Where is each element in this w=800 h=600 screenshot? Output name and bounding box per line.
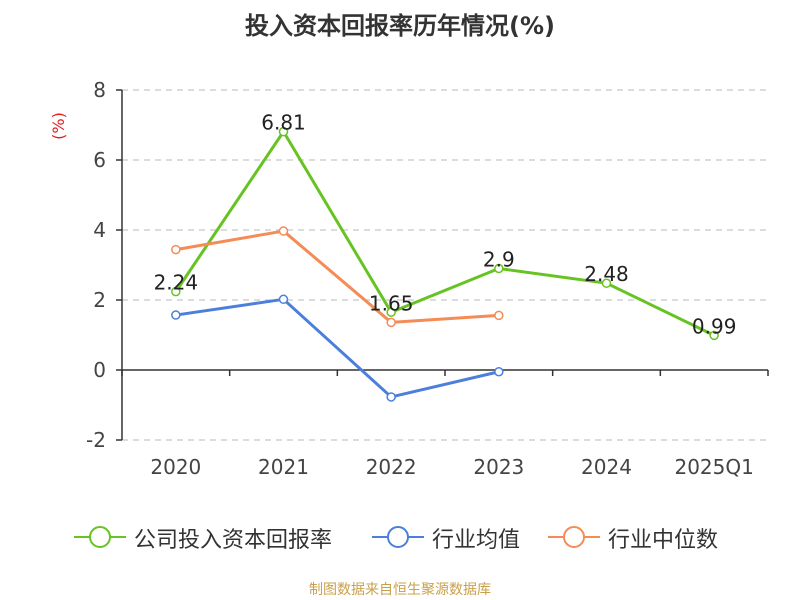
x-tick-label: 2020 (150, 455, 201, 479)
x-tick-label: 2024 (581, 455, 632, 479)
gridlines (122, 89, 768, 441)
x-tick-label: 2023 (473, 455, 524, 479)
y-tick-label: 4 (93, 218, 106, 242)
data-point (171, 244, 181, 255)
data-label: 2.48 (584, 262, 629, 286)
legend-item-company-roic[interactable]: 公司投入资本回报率 (72, 521, 362, 553)
data-point (709, 330, 719, 341)
legend-item-industry-median[interactable]: 行业中位数 (546, 521, 746, 553)
legend-label: 公司投入资本回报率 (134, 528, 333, 553)
data-point (494, 310, 504, 321)
data-labels: 2.24 6.81 1.65 2.9 2.48 0.99 (154, 111, 737, 339)
axes: -2 0 2 4 6 8 2020 2021 2022 2023 2024 2025Q1 (86, 78, 769, 479)
data-point (278, 294, 289, 305)
legend-line-marker-icon (372, 526, 424, 548)
x-tick-label: 2021 (258, 455, 309, 479)
data-label: 2.9 (483, 248, 515, 272)
data-point (494, 263, 504, 274)
source-note: 制图数据来自恒生聚源数据库 (309, 582, 491, 598)
series-line (175, 297, 500, 399)
data-point (171, 310, 181, 320)
x-tick-label: 2022 (366, 455, 417, 479)
data-point (278, 226, 289, 236)
data-label: 6.81 (261, 111, 306, 135)
legend-line-marker-icon (548, 526, 600, 548)
data-point (601, 278, 612, 288)
y-tick-label: 8 (93, 78, 106, 102)
data-point (386, 392, 396, 402)
series (171, 126, 719, 402)
series-line (175, 229, 499, 324)
x-tick-label: 2025Q1 (674, 455, 753, 479)
legend-item-industry-mean[interactable]: 行业均值 (370, 521, 540, 553)
legend-line-marker-icon (74, 526, 126, 548)
y-tick-label: 0 (93, 358, 106, 382)
data-label: 1.65 (369, 291, 414, 315)
data-point (171, 286, 181, 297)
y-tick-label: -2 (86, 428, 106, 452)
chart-title: 投入资本回报率历年情况(%) (245, 12, 555, 40)
y-axis-unit-label: (%) (49, 112, 68, 140)
series-line (174, 130, 715, 337)
data-label: 2.24 (154, 271, 199, 295)
data-point (494, 367, 504, 377)
data-point (278, 126, 289, 137)
legend-label: 行业均值 (432, 528, 521, 553)
y-tick-label: 2 (93, 288, 106, 312)
data-label: 0.99 (692, 314, 737, 338)
data-point (386, 317, 396, 328)
data-point (386, 307, 396, 317)
y-tick-label: 6 (93, 148, 106, 172)
legend-label: 行业中位数 (608, 528, 719, 553)
